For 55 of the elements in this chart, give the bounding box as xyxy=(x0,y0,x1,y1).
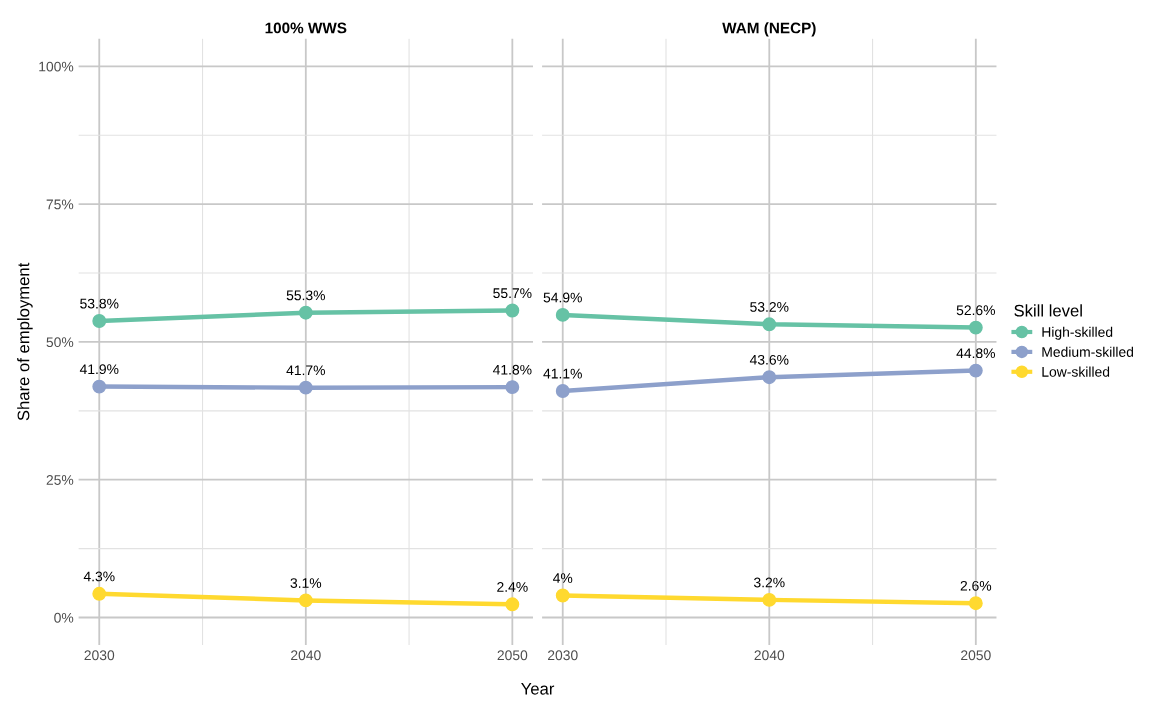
point xyxy=(762,592,777,607)
data-label: 43.6% xyxy=(749,354,789,365)
x-tick-label: 2040 xyxy=(291,650,321,661)
x-tick-label: 2050 xyxy=(961,650,991,661)
legend-title: Skill level xyxy=(1014,304,1082,317)
point xyxy=(968,596,983,611)
x-tick-label: 2030 xyxy=(84,650,115,661)
point xyxy=(555,307,570,322)
data-label: 44.8% xyxy=(956,348,996,359)
chart-title: 100% WWS xyxy=(265,22,347,34)
data-label: 4.3% xyxy=(83,571,115,582)
data-label: 54.9% xyxy=(543,292,582,303)
x-axis-title: Year xyxy=(521,683,555,695)
point xyxy=(298,305,313,320)
y-axis-title: Share of employment xyxy=(17,262,33,421)
data-label: 2.4% xyxy=(497,581,528,592)
legend-label: High-skilled xyxy=(1042,326,1113,340)
point xyxy=(298,380,313,395)
data-label: 41.7% xyxy=(286,365,325,376)
point xyxy=(505,303,520,318)
y-tick-label: 0% xyxy=(54,612,74,623)
data-label: 53.2% xyxy=(750,301,789,312)
y-tick-label: 75% xyxy=(46,199,74,210)
point xyxy=(968,320,983,335)
x-tick-label: 2050 xyxy=(497,650,528,661)
y-tick-label: 25% xyxy=(46,475,74,485)
point xyxy=(505,597,520,612)
y-tick-label: 50% xyxy=(46,337,74,348)
point xyxy=(92,379,107,394)
data-label: 41.9% xyxy=(79,364,119,375)
data-label: 52.6% xyxy=(956,305,996,316)
data-label: 3.1% xyxy=(290,578,322,588)
point xyxy=(92,314,107,328)
x-tick-label: 2040 xyxy=(754,650,785,661)
data-label: 55.3% xyxy=(286,290,325,301)
chart-title: WAM (NECP) xyxy=(722,22,816,37)
y-tick-label: 100% xyxy=(39,61,74,72)
point xyxy=(762,317,777,332)
x-tick-label: 2030 xyxy=(547,650,578,661)
point xyxy=(968,363,983,378)
point xyxy=(555,588,570,603)
data-label: 55.7% xyxy=(493,288,532,299)
legend-label: Medium-skilled xyxy=(1042,346,1134,357)
point xyxy=(92,586,107,601)
data-label: 4% xyxy=(553,573,573,583)
point xyxy=(555,384,570,398)
point xyxy=(505,380,520,395)
data-label: 41.1% xyxy=(543,368,582,379)
data-label: 41.8% xyxy=(492,364,532,375)
legend-label: Low-skilled xyxy=(1042,366,1110,377)
point xyxy=(298,593,313,608)
data-label: 3.2% xyxy=(753,577,785,588)
data-label: 53.8% xyxy=(80,298,119,309)
data-label: 2.6% xyxy=(960,580,992,591)
point xyxy=(762,370,777,385)
